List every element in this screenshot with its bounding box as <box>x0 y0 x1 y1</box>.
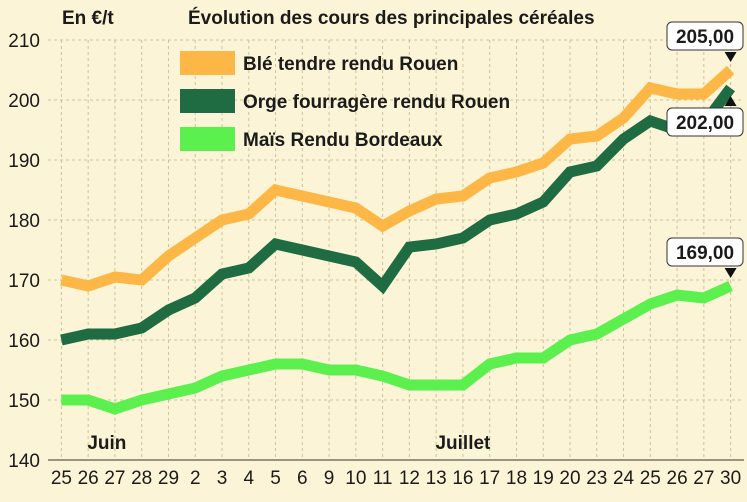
month-labels: Juin Juillet <box>87 433 491 454</box>
x-tick-label: 13 <box>426 468 447 489</box>
callout-label: 202,00 <box>676 113 734 134</box>
x-tick-label: 26 <box>667 468 688 489</box>
x-tick-label: 25 <box>640 468 661 489</box>
x-tick-label: 16 <box>452 468 473 489</box>
x-tick-label: 12 <box>399 468 420 489</box>
legend-swatch <box>180 51 235 75</box>
x-tick-label: 24 <box>613 468 635 489</box>
x-tick-label: 11 <box>373 468 393 489</box>
chart-title: Évolution des cours des principales céré… <box>188 7 595 29</box>
y-tick-label: 170 <box>8 271 40 292</box>
x-tick-label: 28 <box>131 468 152 489</box>
callouts: 205,00 202,00 169,00 <box>667 22 743 278</box>
x-tick-label: 29 <box>158 468 179 489</box>
x-tick-label: 9 <box>324 468 335 489</box>
x-tick-label: 25 <box>51 468 72 489</box>
y-tick-label: 140 <box>8 451 40 472</box>
legend-label: Maïs Rendu Bordeaux <box>243 130 443 151</box>
callout-arrow <box>725 52 737 62</box>
x-tick-label: 27 <box>693 468 714 489</box>
x-tick-label: 20 <box>559 468 580 489</box>
callout-label: 205,00 <box>676 27 734 48</box>
month-label: Juin <box>87 433 126 454</box>
y-tick-label: 150 <box>8 391 40 412</box>
x-tick-label: 26 <box>78 468 99 489</box>
y-unit-label: En €/t <box>62 8 114 29</box>
x-tick-label: 19 <box>533 468 554 489</box>
x-tick-label: 30 <box>720 468 741 489</box>
x-tick-label: 17 <box>479 468 500 489</box>
y-tick-label: 190 <box>8 151 40 172</box>
y-tick-label: 180 <box>8 211 40 232</box>
x-tick-label: 27 <box>104 468 125 489</box>
legend-label: Orge fourragère rendu Rouen <box>243 92 510 113</box>
series-layer <box>61 70 730 409</box>
x-tick-label: 6 <box>297 468 308 489</box>
series-line-2 <box>61 286 730 409</box>
x-tick-label: 4 <box>243 468 254 489</box>
x-tick-label: 18 <box>506 468 527 489</box>
y-tick-label: 210 <box>8 31 40 52</box>
callout-arrow <box>725 268 737 278</box>
legend-swatch <box>180 127 235 151</box>
legend-label: Blé tendre rendu Rouen <box>243 54 458 75</box>
x-tick-label: 5 <box>270 468 281 489</box>
x-tick-label: 3 <box>217 468 228 489</box>
x-tick-label: 23 <box>586 468 607 489</box>
x-tick-label: 2 <box>190 468 201 489</box>
y-tick-label: 200 <box>8 91 40 112</box>
month-label: Juillet <box>435 433 491 454</box>
x-tick-label: 10 <box>345 468 366 489</box>
y-tick-label: 160 <box>8 331 40 352</box>
callout-label: 169,00 <box>676 243 734 264</box>
legend-swatch <box>180 89 235 113</box>
legend: Blé tendre rendu Rouen Orge fourragère re… <box>180 51 510 151</box>
